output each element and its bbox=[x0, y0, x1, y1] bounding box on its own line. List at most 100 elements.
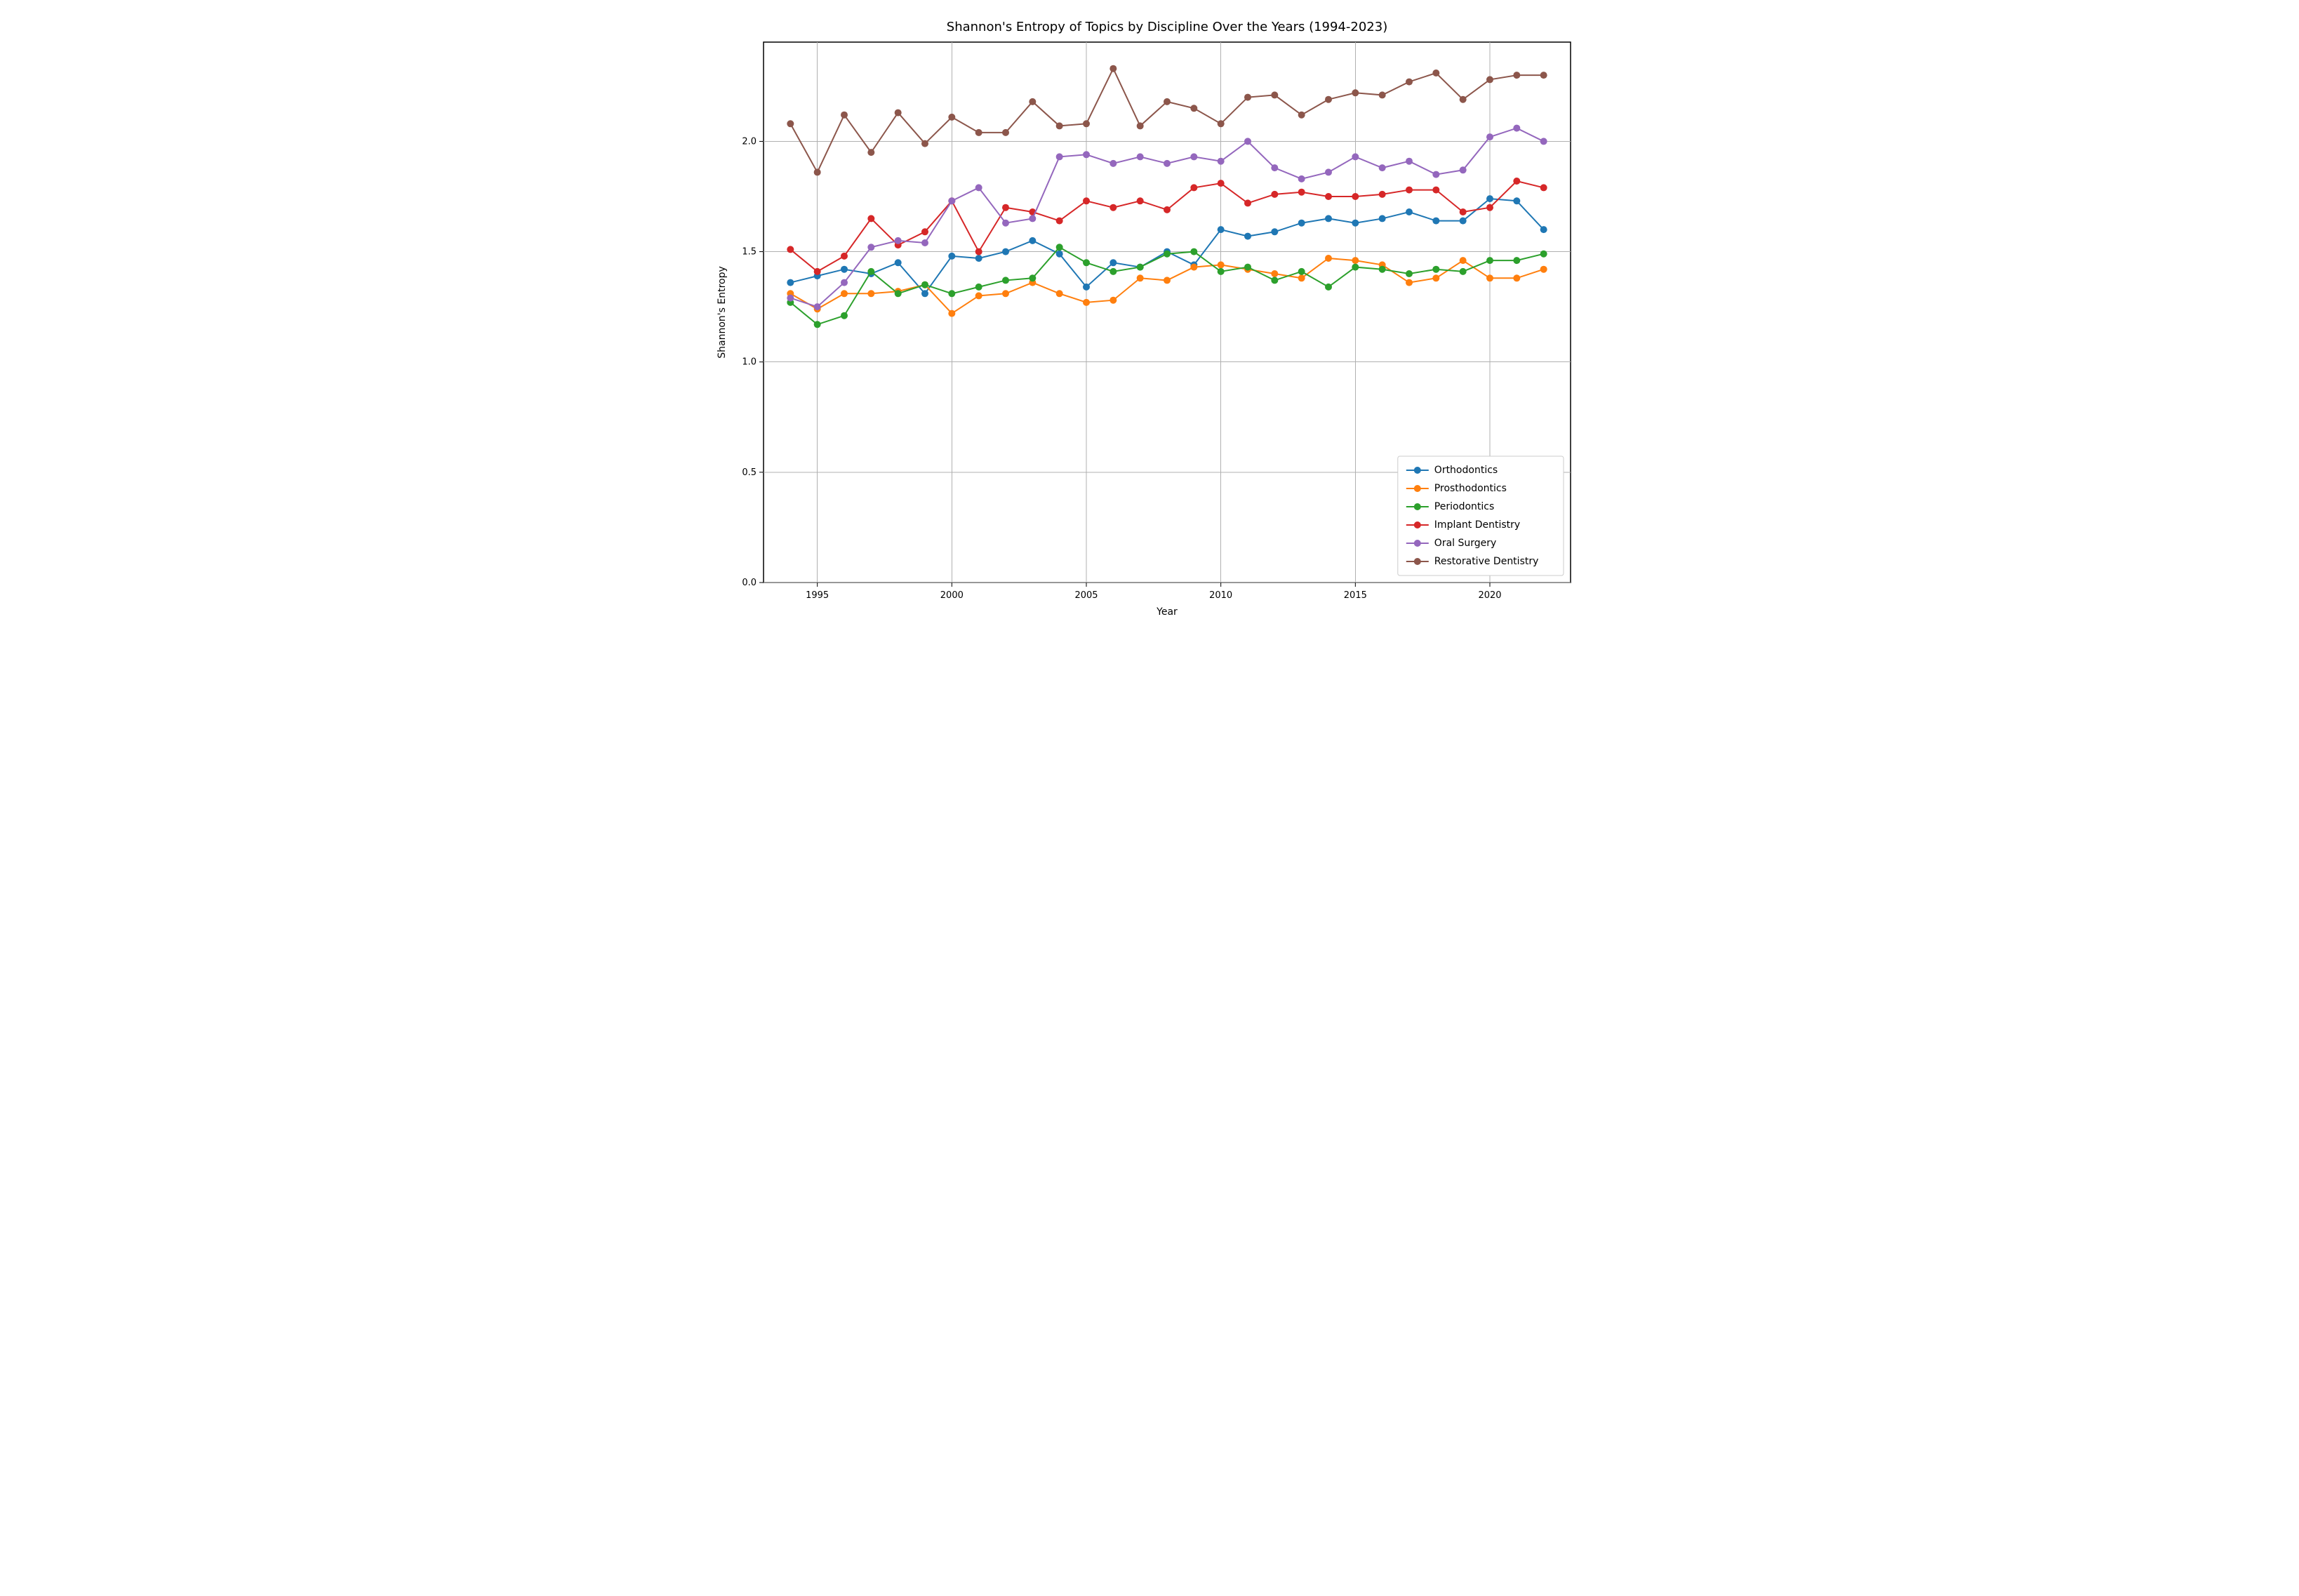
y-tick-label: 1.0 bbox=[742, 357, 757, 368]
series-marker bbox=[1432, 266, 1439, 273]
series-marker bbox=[895, 259, 902, 266]
x-axis-ticks: 199520002005201020152020 bbox=[806, 583, 1501, 601]
series-5 bbox=[787, 65, 1547, 176]
series-marker bbox=[1406, 79, 1413, 86]
series-marker bbox=[1379, 91, 1386, 98]
series-marker bbox=[1002, 290, 1009, 297]
series-marker bbox=[1218, 180, 1225, 187]
series-marker bbox=[1460, 166, 1467, 173]
series-marker bbox=[1109, 160, 1117, 167]
series-marker bbox=[1083, 259, 1090, 266]
series-marker bbox=[1271, 164, 1278, 171]
series-marker bbox=[814, 268, 821, 275]
grid-vertical bbox=[818, 42, 1490, 583]
series-marker bbox=[1029, 274, 1036, 281]
legend-label: Orthodontics bbox=[1434, 465, 1498, 476]
series-marker bbox=[1432, 187, 1439, 194]
series-marker bbox=[1460, 218, 1467, 225]
series-marker bbox=[921, 239, 928, 246]
series-marker bbox=[1190, 153, 1197, 160]
series-marker bbox=[895, 290, 902, 297]
series-marker bbox=[1325, 96, 1332, 103]
series-marker bbox=[1540, 184, 1547, 191]
series-marker bbox=[1352, 193, 1359, 200]
series-marker bbox=[1379, 215, 1386, 222]
series-marker bbox=[1352, 89, 1359, 96]
x-tick-label: 2000 bbox=[940, 590, 964, 601]
series-marker bbox=[1460, 268, 1467, 275]
legend-label: Prosthodontics bbox=[1434, 483, 1507, 494]
y-tick-label: 2.0 bbox=[742, 136, 757, 147]
series-marker bbox=[1406, 187, 1413, 194]
series-marker bbox=[1271, 91, 1278, 98]
series-marker bbox=[1029, 215, 1036, 222]
series-marker bbox=[975, 292, 982, 299]
series-marker bbox=[1002, 248, 1009, 255]
legend-swatch-marker bbox=[1414, 540, 1421, 547]
series-marker bbox=[787, 279, 794, 286]
series-marker bbox=[1486, 195, 1493, 202]
series-marker bbox=[1190, 105, 1197, 112]
chart-title: Shannon's Entropy of Topics by Disciplin… bbox=[947, 20, 1387, 34]
series-marker bbox=[1056, 153, 1063, 160]
series-marker bbox=[1298, 189, 1305, 196]
x-tick-label: 2010 bbox=[1209, 590, 1232, 601]
series-marker bbox=[1540, 72, 1547, 79]
series-marker bbox=[1325, 193, 1332, 200]
series-marker bbox=[1137, 264, 1144, 271]
series-marker bbox=[1513, 197, 1520, 204]
series-marker bbox=[867, 244, 874, 251]
series-marker bbox=[1164, 251, 1171, 258]
series-marker bbox=[1190, 184, 1197, 191]
series-marker bbox=[1540, 226, 1547, 233]
series-marker bbox=[867, 290, 874, 297]
series-marker bbox=[1352, 257, 1359, 264]
series-marker bbox=[1218, 261, 1225, 268]
y-tick-label: 0.5 bbox=[742, 467, 757, 478]
series-marker bbox=[1056, 251, 1063, 258]
series-marker bbox=[1325, 215, 1332, 222]
series-marker bbox=[787, 246, 794, 253]
series-marker bbox=[1218, 226, 1225, 233]
series-marker bbox=[1406, 158, 1413, 165]
series-marker bbox=[1002, 129, 1009, 136]
series-marker bbox=[1244, 94, 1251, 101]
legend: OrthodonticsProsthodonticsPeriodonticsIm… bbox=[1398, 456, 1564, 576]
series-marker bbox=[1432, 218, 1439, 225]
series-marker bbox=[1190, 264, 1197, 271]
legend-swatch-marker bbox=[1414, 467, 1421, 474]
series-marker bbox=[1002, 220, 1009, 227]
series-marker bbox=[1513, 274, 1520, 281]
series-marker bbox=[1083, 120, 1090, 127]
series-marker bbox=[1432, 274, 1439, 281]
series-marker bbox=[1056, 122, 1063, 129]
series-marker bbox=[1540, 251, 1547, 258]
series-marker bbox=[975, 284, 982, 291]
series-marker bbox=[1109, 297, 1117, 304]
series-marker bbox=[841, 312, 848, 319]
series-marker bbox=[1352, 264, 1359, 271]
series-marker bbox=[814, 303, 821, 310]
series-marker bbox=[1137, 197, 1144, 204]
legend-label: Restorative Dentistry bbox=[1434, 556, 1539, 567]
x-tick-label: 2005 bbox=[1074, 590, 1098, 601]
legend-swatch-marker bbox=[1414, 521, 1421, 528]
series-marker bbox=[1432, 69, 1439, 77]
series-marker bbox=[1244, 138, 1251, 145]
series-marker bbox=[1109, 204, 1117, 211]
series-marker bbox=[1137, 274, 1144, 281]
series-marker bbox=[1083, 197, 1090, 204]
series-marker bbox=[895, 237, 902, 244]
legend-label: Oral Surgery bbox=[1434, 538, 1497, 549]
x-axis-label: Year bbox=[1156, 606, 1178, 618]
series-marker bbox=[841, 112, 848, 119]
series-marker bbox=[1513, 257, 1520, 264]
series-marker bbox=[841, 253, 848, 260]
series-marker bbox=[1002, 277, 1009, 284]
series-line bbox=[790, 247, 1543, 324]
series-line bbox=[790, 69, 1543, 173]
series-marker bbox=[975, 184, 982, 191]
legend-label: Periodontics bbox=[1434, 501, 1494, 512]
series-marker bbox=[1432, 171, 1439, 178]
series-marker bbox=[1056, 218, 1063, 225]
